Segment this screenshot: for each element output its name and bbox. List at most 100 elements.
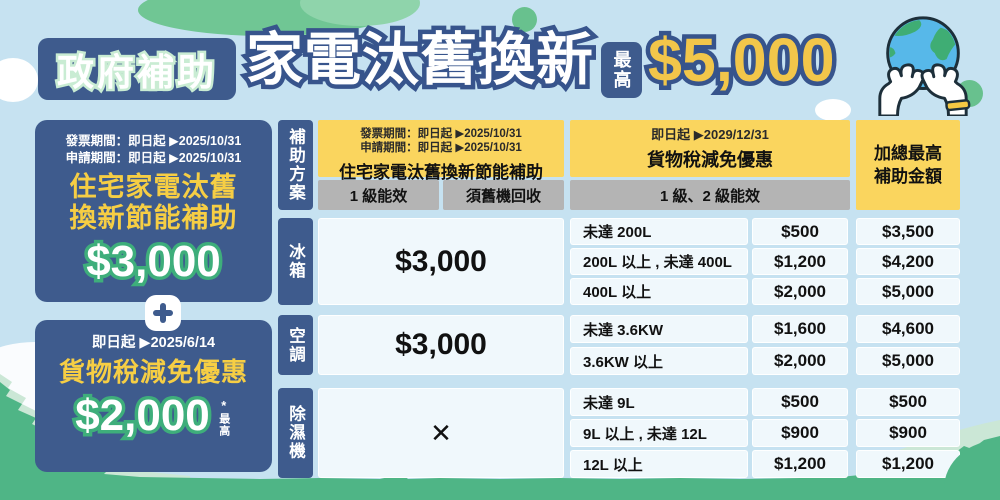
tax-amount: $2,000 — [774, 351, 826, 370]
apply-period: 申請期間：即日起 ▶2025/10/31 — [65, 151, 242, 165]
dot-top-center — [512, 7, 537, 32]
card2-title: 貨物稅減免優惠 — [58, 357, 248, 387]
asterisk: * — [221, 398, 227, 413]
gov-subsidy-badge: 政府補助 — [38, 38, 236, 100]
max-label: 最高 — [611, 50, 632, 90]
card2-period: 即日起 ▶2025/6/14 — [91, 335, 216, 351]
cloud-left — [0, 58, 38, 102]
appliance-label-dehumidifier: 除濕機 — [278, 388, 313, 478]
tax-amount: $500 — [781, 221, 819, 241]
not-applicable-x-icon: ✕ — [430, 417, 452, 448]
total-amount-cell: $4,600 — [856, 315, 960, 343]
tax-amount-cell: $1,200 — [752, 248, 848, 275]
tax-amount: $900 — [781, 423, 819, 442]
total-amount: $900 — [889, 423, 927, 442]
total-amount: $3,500 — [882, 221, 934, 241]
tax-amount-cell: $500 — [752, 388, 848, 416]
subheader-energy-grade: 1 級能效 — [318, 180, 439, 210]
spec-text: 9L 以上 , 未達 12L — [583, 425, 707, 443]
tax-amount-cell: $1,200 — [752, 450, 848, 478]
plus-icon — [145, 295, 181, 331]
total-amount-cell: $1,200 — [856, 450, 960, 478]
tax-amount: $500 — [781, 392, 819, 411]
spec-text: 200L 以上 , 未達 400L — [583, 254, 732, 271]
spec-text: 未達 200L — [583, 224, 652, 241]
tax-amount: $1,200 — [774, 454, 826, 473]
spec-text: 400L 以上 — [583, 284, 652, 301]
spec-text: 未達 3.6KW — [583, 321, 664, 339]
subheader-recycle: 須舊機回收 — [443, 180, 564, 210]
total-col-header: 加總最高 補助金額 — [856, 120, 960, 210]
total-amount-cell: $5,000 — [856, 347, 960, 375]
hands-holding-earth-icon — [878, 16, 971, 116]
invoice-period: 發票期間：即日起 ▶2025/10/31 — [65, 134, 242, 148]
appliance-label: 空調 — [286, 326, 305, 364]
subheader-tax-grades: 1 級、2 級能效 — [570, 180, 850, 210]
subsidy-amount-cell: ✕ — [318, 388, 564, 478]
card1-title-line1: 住宅家電汰舊 — [69, 172, 238, 202]
total-amount-cell: $4,200 — [856, 248, 960, 275]
tax-col-period: 即日起 ▶2029/12/31 — [651, 127, 769, 142]
appliance-label: 除濕機 — [286, 405, 305, 461]
total-amount: $4,600 — [882, 319, 934, 338]
tax-amount-cell: $2,000 — [752, 347, 848, 375]
card2-note: * 最高 — [216, 390, 232, 437]
total-amount-cell: $900 — [856, 419, 960, 447]
subsidy-amount: $3,000 — [395, 244, 487, 278]
card2-note-label: 最高 — [217, 413, 230, 437]
subheader-recycle-label: 須舊機回收 — [465, 187, 541, 205]
appliance-label: 冰箱 — [286, 243, 305, 280]
spec-cell: 未達 9L — [570, 388, 748, 416]
subsidy-amount: $3,000 — [395, 328, 487, 361]
corner-header-cell: 補助方案 — [278, 120, 313, 210]
tax-col-title: 貨物稅減免優惠 — [647, 150, 773, 170]
tax-col-header: 即日起 ▶2029/12/31 貨物稅減免優惠 — [570, 120, 850, 177]
appliance-label-fridge: 冰箱 — [278, 218, 313, 305]
tax-amount: $1,600 — [774, 319, 826, 338]
col-apply-period: 申請期間：即日起 ▶2025/10/31 — [360, 142, 522, 154]
spec-text: 未達 9L — [583, 394, 635, 412]
energy-subsidy-col-header: 發票期間：即日起 ▶2025/10/31 申請期間：即日起 ▶2025/10/3… — [318, 120, 564, 182]
tax-rebate-card: 即日起 ▶2025/6/14 貨物稅減免優惠 $2,000 * 最高 — [35, 320, 272, 472]
subsidy-amount-cell: $3,000 — [318, 218, 564, 305]
spec-text: 12L 以上 — [583, 456, 643, 474]
spec-cell: 400L 以上 — [570, 278, 748, 305]
subheader-tax-grades-label: 1 級、2 級能效 — [659, 187, 761, 205]
gov-subsidy-badge-label: 政府補助 — [55, 50, 217, 96]
total-col-title-line1: 加總最高 — [874, 144, 942, 163]
tax-amount-cell: $2,000 — [752, 278, 848, 305]
spec-cell: 200L 以上 , 未達 400L — [570, 248, 748, 275]
max-label-badge: 最高 — [601, 42, 642, 98]
energy-subsidy-card: 發票期間：即日起 ▶2025/10/31 申請期間：即日起 ▶2025/10/3… — [35, 120, 272, 302]
page-title: 家電汰舊換新 — [242, 24, 598, 97]
tax-amount: $1,200 — [774, 251, 826, 271]
total-col-title-line2: 補助金額 — [874, 167, 942, 186]
total-amount-cell: $500 — [856, 388, 960, 416]
corner-header-label: 補助方案 — [286, 128, 305, 202]
card1-amount: $3,000 — [83, 234, 225, 290]
spec-cell: 12L 以上 — [570, 450, 748, 478]
spec-text: 3.6KW 以上 — [583, 353, 664, 371]
energy-subsidy-col-title: 住宅家電汰舊換新節能補助 — [339, 163, 543, 182]
subheader-energy-grade-label: 1 級能效 — [349, 187, 408, 205]
appliance-label-ac: 空調 — [278, 315, 313, 375]
spec-cell: 未達 200L — [570, 218, 748, 245]
total-amount: $4,200 — [882, 251, 934, 271]
spec-cell: 9L 以上 , 未達 12L — [570, 419, 748, 447]
tax-amount-cell: $1,600 — [752, 315, 848, 343]
tax-amount: $2,000 — [774, 281, 826, 301]
total-amount: $5,000 — [882, 351, 934, 370]
total-amount: $1,200 — [882, 454, 934, 473]
subsidy-amount-cell: $3,000 — [318, 315, 564, 375]
spec-cell: 未達 3.6KW — [570, 315, 748, 343]
total-amount: $500 — [889, 392, 927, 411]
max-amount: $5,000 — [644, 22, 840, 99]
spec-cell: 3.6KW 以上 — [570, 347, 748, 375]
col-invoice-period: 發票期間：即日起 ▶2025/10/31 — [360, 128, 522, 140]
card1-title-line2: 換新節能補助 — [69, 203, 238, 233]
tax-amount-cell: $900 — [752, 419, 848, 447]
cloud-small — [815, 99, 851, 121]
total-amount: $5,000 — [882, 281, 934, 301]
tax-amount-cell: $500 — [752, 218, 848, 245]
